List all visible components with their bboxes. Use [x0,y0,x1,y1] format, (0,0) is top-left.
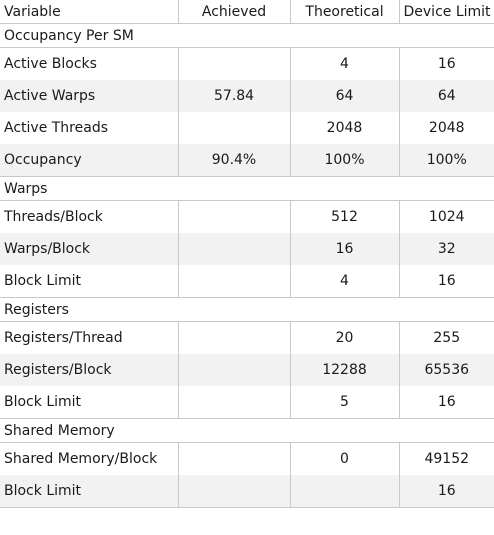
cell-device-limit: 65536 [398,354,494,386]
cell-device-limit: 16 [398,265,494,298]
cell-device-limit: 16 [398,47,494,80]
cell-achieved: 90.4% [177,144,290,177]
cell-device-limit: 1024 [398,200,494,233]
table-row: Occupancy 90.4% 100% 100% [0,144,494,177]
header-row: Variable Achieved Theoretical Device Lim… [0,0,494,24]
section-header: Registers [0,297,494,322]
table-row: Active Threads 2048 2048 [0,112,494,144]
cell-achieved [177,386,290,419]
header-theoretical[interactable]: Theoretical [289,0,400,24]
header-device-limit[interactable]: Device Limit [398,0,494,24]
cell-theoretical: 2048 [289,112,399,144]
table-row: Registers/Thread 20 255 [0,321,494,354]
cell-variable: Registers/Block [0,354,178,386]
cell-variable: Block Limit [0,386,178,419]
section-title: Occupancy Per SM [0,23,494,48]
cell-achieved [177,112,290,144]
cell-achieved [177,475,290,508]
cell-achieved [177,200,290,233]
table-row: Warps/Block 16 32 [0,233,494,265]
cell-theoretical: 5 [289,386,399,419]
cell-achieved [177,47,290,80]
cell-device-limit: 16 [398,386,494,419]
cell-achieved [177,321,290,354]
section-registers: Registers Registers/Thread 20 255 Regist… [0,297,494,419]
cell-achieved [177,442,290,475]
table-row: Active Blocks 4 16 [0,47,494,80]
cell-achieved [177,265,290,298]
cell-achieved: 57.84 [177,80,290,112]
table-row: Block Limit 4 16 [0,265,494,298]
occupancy-table: Variable Achieved Theoretical Device Lim… [0,0,494,508]
cell-variable: Active Blocks [4,56,97,72]
cell-variable: Block Limit [0,265,178,298]
cell-theoretical: 4 [289,47,399,80]
table-row: Registers/Block 12288 65536 [0,354,494,386]
cell-theoretical: 0 [289,442,399,475]
cell-variable: Occupancy [0,144,178,177]
cell-variable: Registers/Thread [4,330,123,346]
cell-variable: Warps/Block [0,233,178,265]
cell-device-limit: 2048 [398,112,494,144]
header-variable[interactable]: Variable [0,0,179,24]
cell-theoretical: 100% [289,144,399,177]
section-title: Registers [0,297,494,322]
section-occupancy-per-sm: Occupancy Per SM Active Blocks 4 16 Acti… [0,23,494,177]
cell-device-limit: 64 [398,80,494,112]
table-row: Active Warps 57.84 64 64 [0,80,494,112]
section-warps: Warps Threads/Block 512 1024 Warps/Block… [0,176,494,298]
table-row: Block Limit 16 [0,475,494,508]
table-header: Variable Achieved Theoretical Device Lim… [0,0,494,24]
cell-theoretical: 16 [289,233,399,265]
table-row: Threads/Block 512 1024 [0,200,494,233]
cell-theoretical: 4 [289,265,399,298]
table-row: Shared Memory/Block 0 49152 [0,442,494,475]
cell-variable: Active Threads [4,120,109,136]
section-header: Warps [0,176,494,201]
cell-variable: Block Limit [0,475,178,508]
section-header: Shared Memory [0,418,494,443]
cell-theoretical: 20 [289,321,399,354]
section-header: Occupancy Per SM [0,23,494,48]
cell-device-limit: 32 [398,233,494,265]
section-title: Shared Memory [0,418,494,443]
cell-device-limit: 16 [398,475,494,508]
cell-theoretical: 64 [289,80,399,112]
cell-variable: Active Warps [0,80,178,112]
cell-device-limit: 100% [398,144,494,177]
section-title: Warps [0,176,494,201]
table-row: Block Limit 5 16 [0,386,494,419]
cell-achieved [177,233,290,265]
cell-variable: Shared Memory/Block [4,451,158,467]
cell-achieved [177,354,290,386]
header-achieved[interactable]: Achieved [177,0,291,24]
cell-variable: Threads/Block [4,209,103,225]
cell-theoretical: 512 [289,200,399,233]
cell-device-limit: 49152 [398,442,494,475]
cell-device-limit: 255 [398,321,494,354]
section-shared-memory: Shared Memory Shared Memory/Block 0 4915… [0,418,494,508]
cell-theoretical: 12288 [289,354,399,386]
cell-theoretical [289,475,399,508]
